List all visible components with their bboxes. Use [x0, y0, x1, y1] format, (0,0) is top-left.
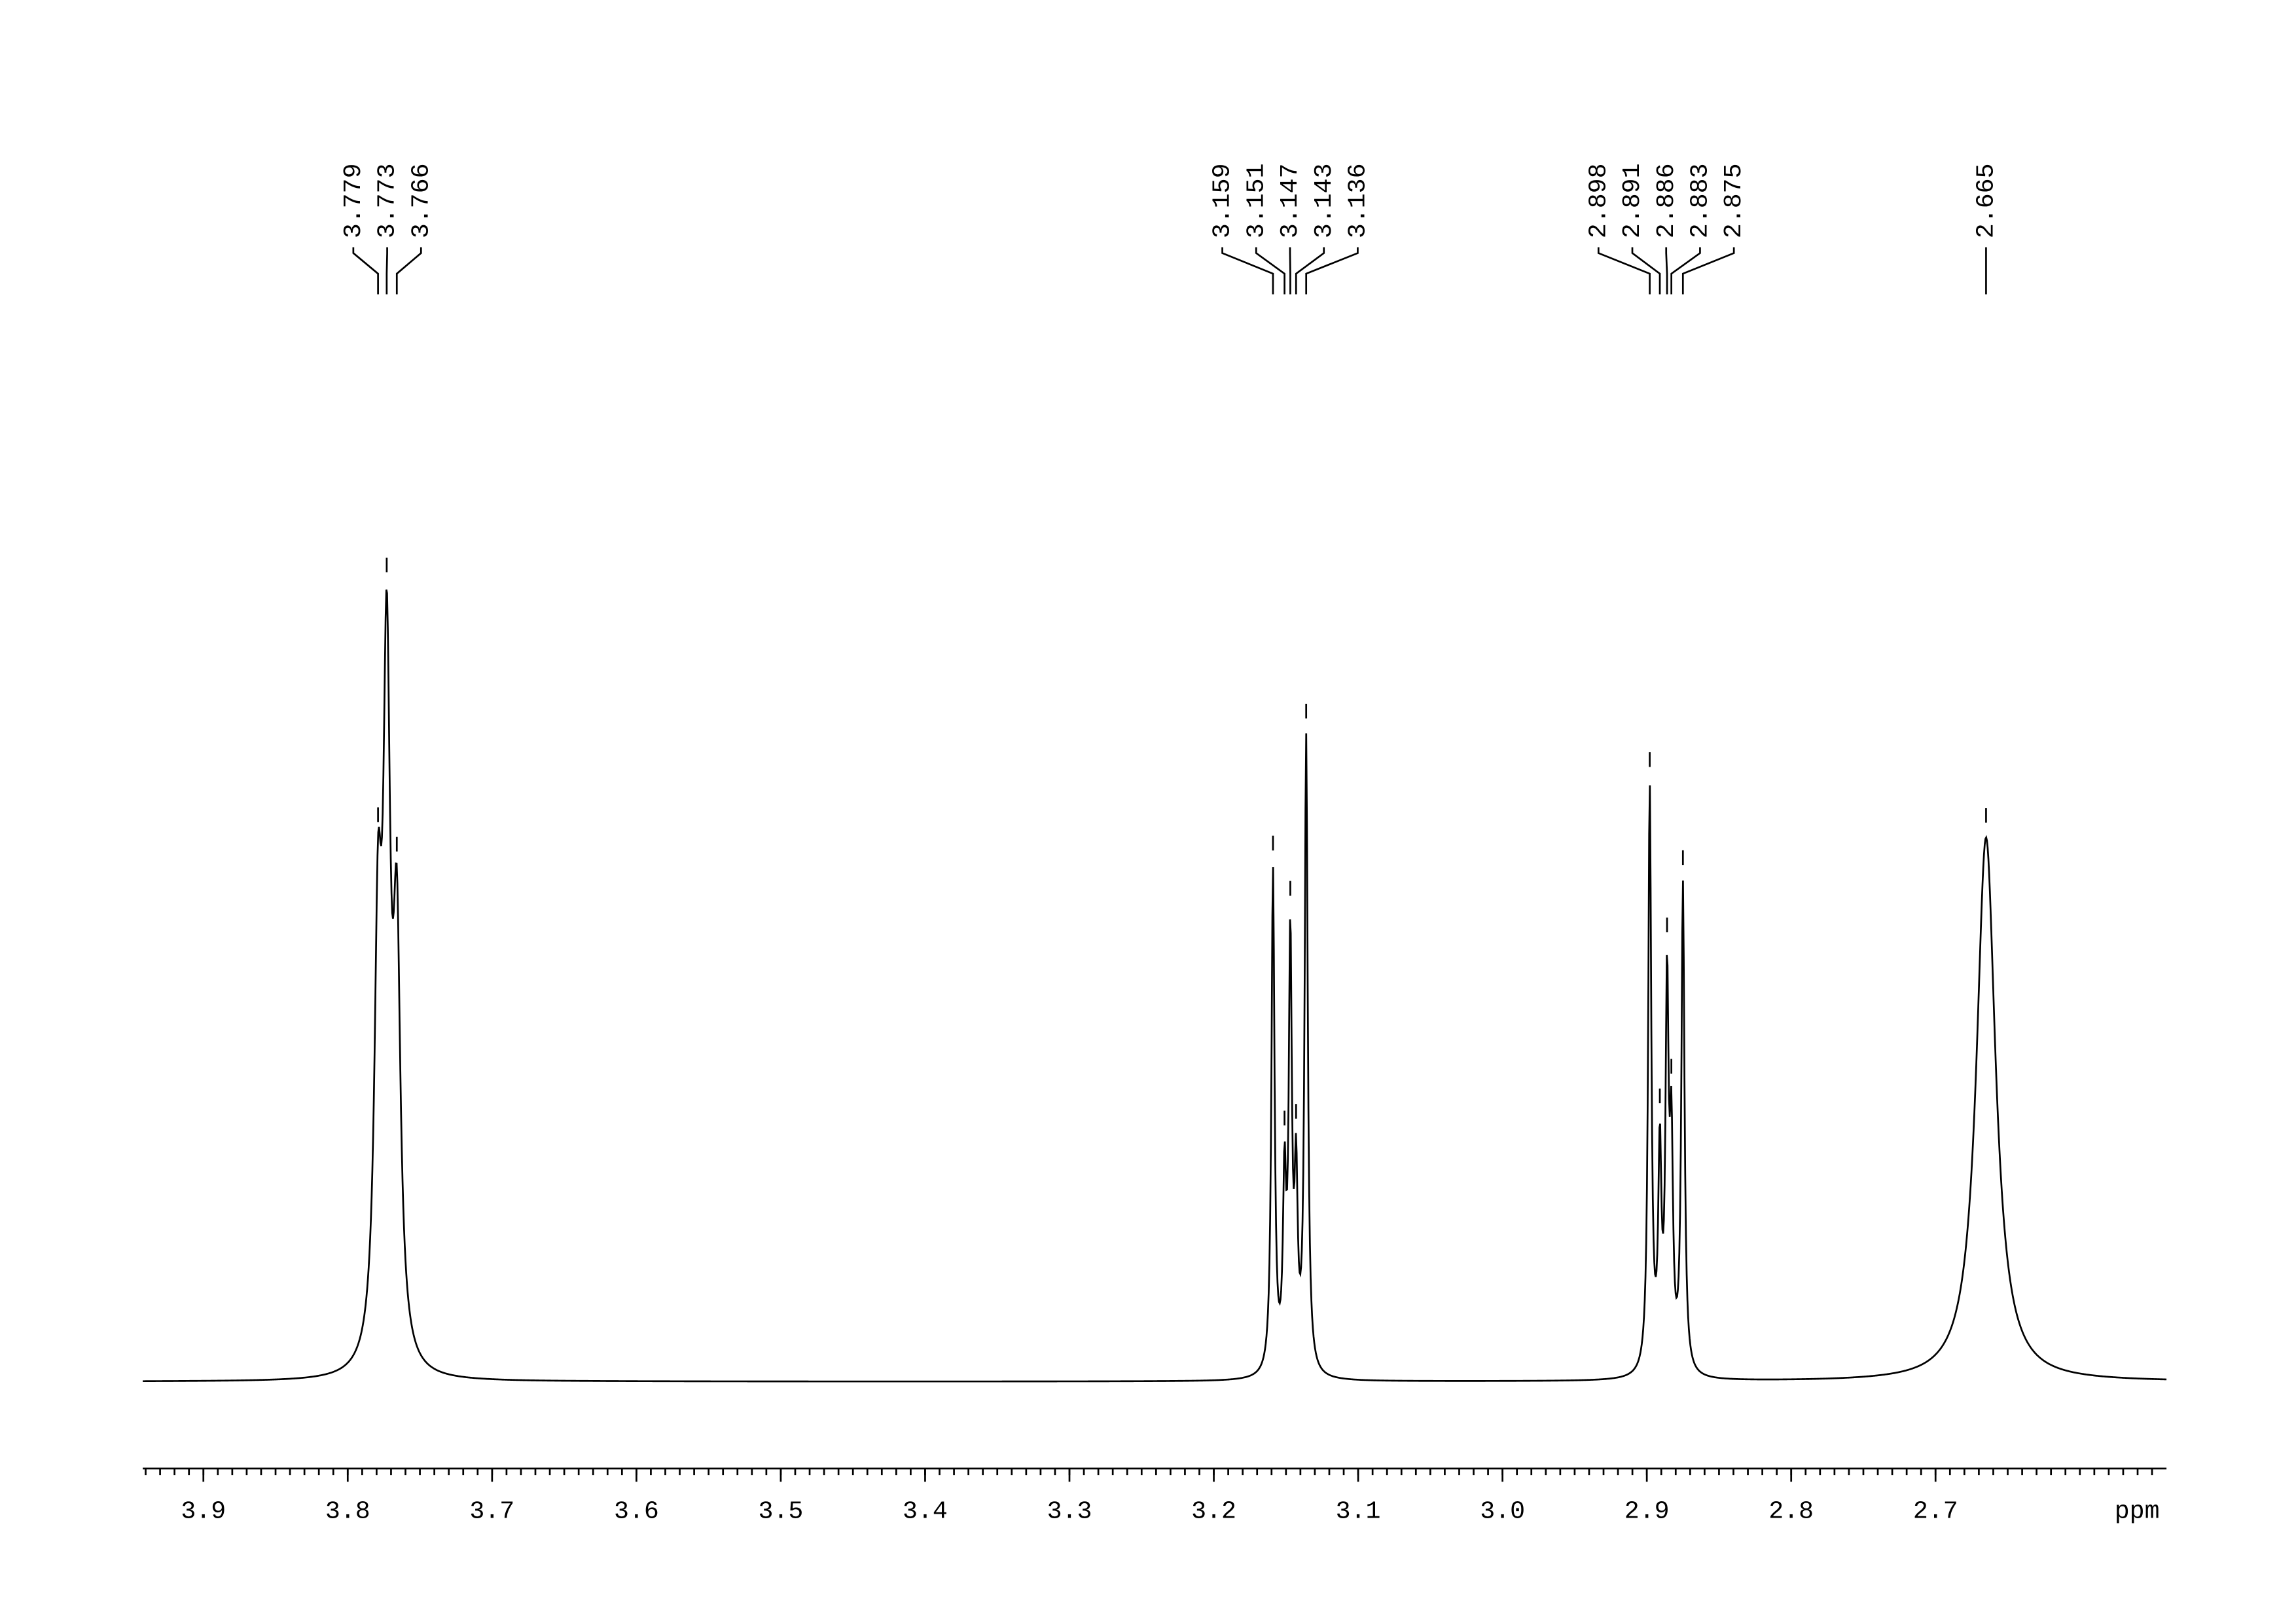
x-tick-label: 3.9 — [181, 1497, 226, 1525]
peak-label: 2.891 — [1619, 163, 1647, 238]
x-tick-label: 3.0 — [1480, 1497, 1525, 1525]
x-tick-label: 3.7 — [469, 1497, 514, 1525]
peak-label: 2.898 — [1585, 163, 1613, 238]
peak-label: 2.875 — [1720, 163, 1748, 238]
peak-connector — [1295, 247, 1325, 295]
x-tick-label: 2.9 — [1624, 1497, 1670, 1525]
peak-label: 2.883 — [1687, 163, 1715, 238]
x-axis-label: ppm — [2115, 1497, 2160, 1525]
x-tick-label: 3.2 — [1191, 1497, 1236, 1525]
x-tick-label: 2.8 — [1768, 1497, 1814, 1525]
peak-connector — [1305, 247, 1359, 295]
peak-connector — [1221, 247, 1274, 295]
x-tick-label: 3.4 — [903, 1497, 948, 1525]
peak-connector — [395, 247, 422, 295]
x-tick-label: 3.6 — [614, 1497, 659, 1525]
x-tick-label: 3.1 — [1336, 1497, 1381, 1525]
peak-label: 3.779 — [340, 163, 368, 238]
peak-connector — [1670, 247, 1701, 295]
x-tick-label: 3.8 — [325, 1497, 370, 1525]
peak-label: 3.143 — [1310, 163, 1338, 238]
x-tick-label: 2.7 — [1913, 1497, 1958, 1525]
x-tick-label: 3.5 — [759, 1497, 804, 1525]
peak-connector — [1665, 247, 1668, 295]
spectrum — [143, 589, 2167, 1383]
peak-label: 3.147 — [1276, 163, 1304, 238]
peak-label: 3.159 — [1209, 163, 1237, 238]
peak-connector — [352, 247, 379, 295]
x-tick-label: 3.3 — [1047, 1497, 1092, 1525]
peak-label: 2.665 — [1973, 163, 2001, 238]
peak-connector — [1681, 247, 1735, 295]
peak-label: 3.766 — [407, 163, 435, 238]
peak-connector — [1597, 247, 1651, 295]
peak-connector — [1631, 247, 1661, 295]
peak-label: 3.773 — [374, 163, 402, 238]
peak-connector — [1255, 247, 1285, 295]
peak-label: 3.151 — [1242, 163, 1270, 238]
peak-label: 3.136 — [1344, 163, 1372, 238]
peak-label: 2.886 — [1653, 163, 1681, 238]
